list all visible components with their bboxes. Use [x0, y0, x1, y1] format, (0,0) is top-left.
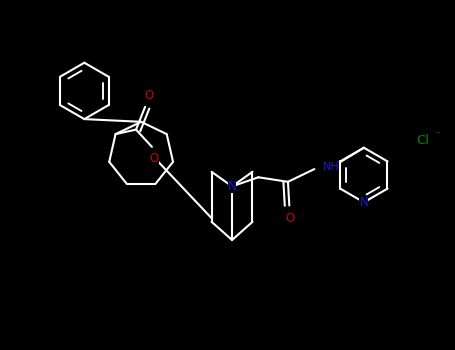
Text: N: N — [228, 180, 237, 193]
Text: NH: NH — [323, 162, 339, 172]
Text: ⁻: ⁻ — [435, 131, 440, 140]
Text: O: O — [150, 152, 159, 165]
Text: Cl: Cl — [416, 134, 430, 147]
Text: O: O — [144, 89, 153, 102]
Text: N: N — [359, 196, 368, 209]
Text: O: O — [286, 212, 295, 225]
